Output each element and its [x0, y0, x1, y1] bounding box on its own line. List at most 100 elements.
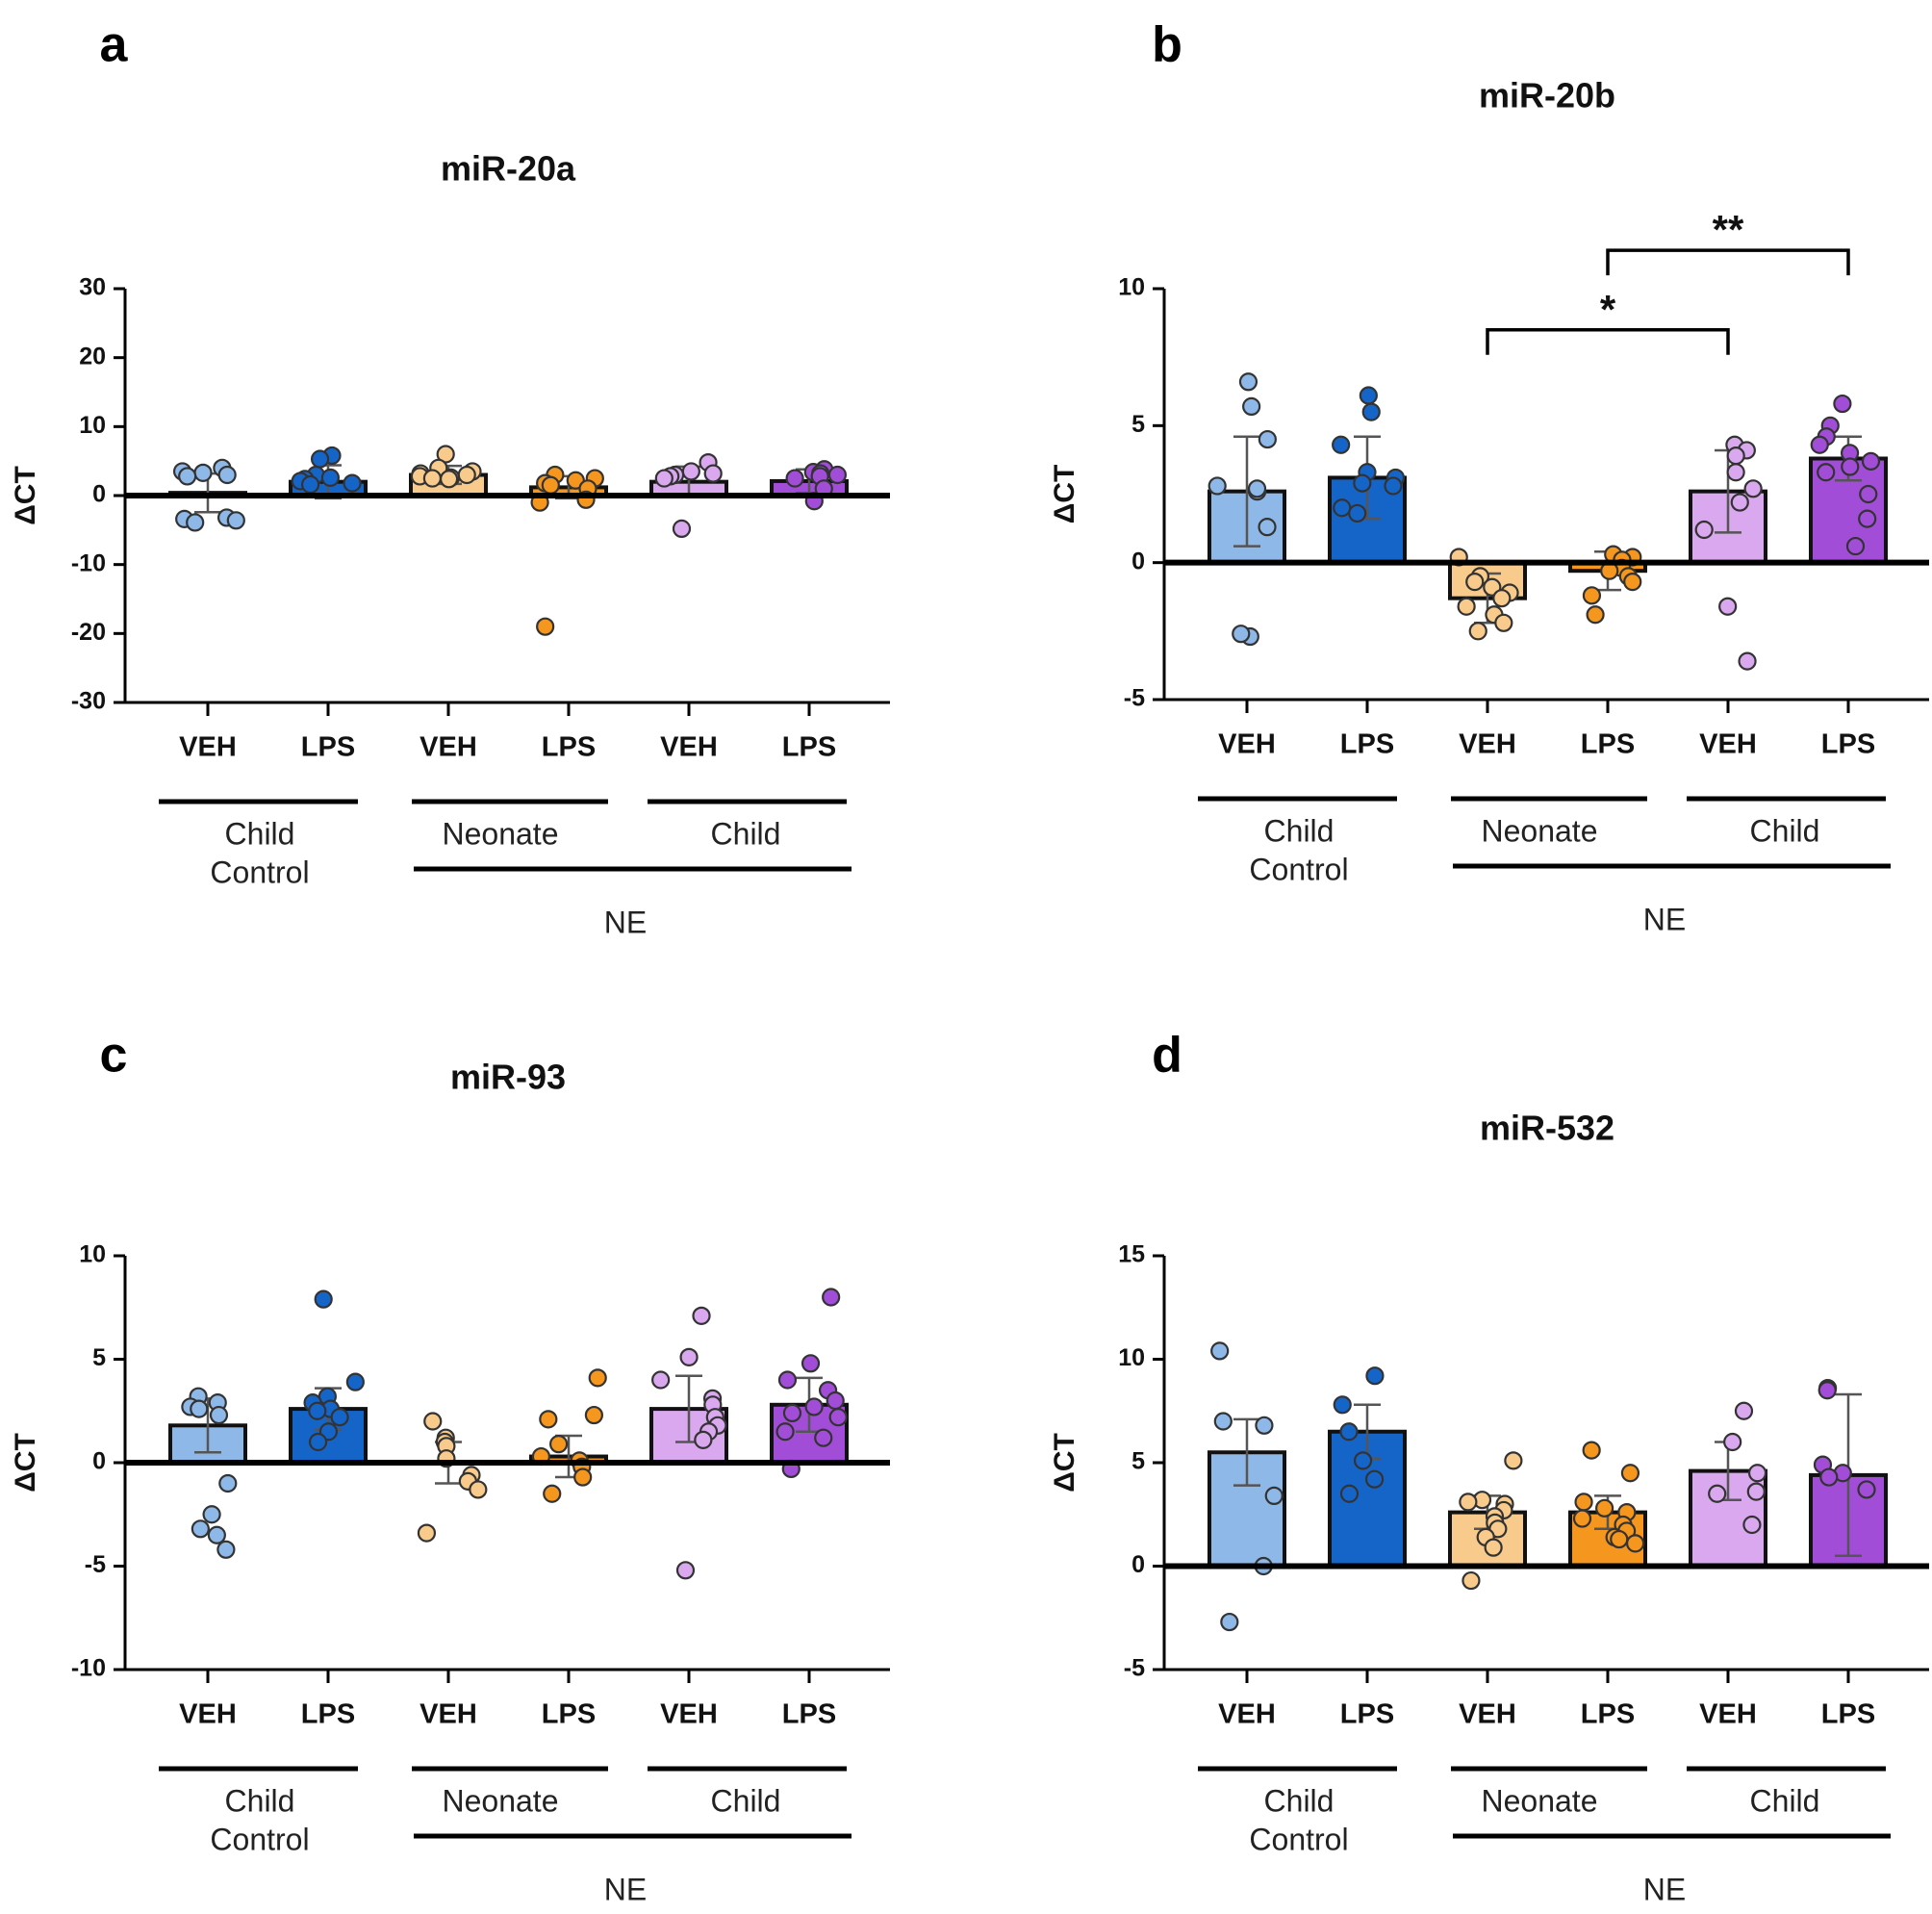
group-label: Neonate	[443, 816, 559, 851]
supergroup-label: NE	[604, 905, 647, 939]
data-point	[1213, 1412, 1233, 1431]
y-tick-label: 0	[1131, 548, 1145, 574]
data-point	[216, 1540, 236, 1559]
data-point	[1258, 429, 1277, 449]
data-point	[1625, 1534, 1645, 1553]
category-label: LPS	[1581, 729, 1635, 760]
y-tick-label: -20	[71, 619, 106, 646]
data-point	[1353, 473, 1372, 493]
data-point	[775, 1422, 795, 1442]
panel-c: c miR-93 ΔCT 10 5 0 -5 -10 VEH LPS VEH LPS VEH LPS Chi…	[0, 962, 966, 1914]
y-tick-label: 20	[79, 343, 106, 370]
category-label: LPS	[782, 732, 836, 763]
group-label: Child	[1264, 813, 1335, 848]
data-point	[1333, 1395, 1352, 1415]
y-tick-label: 0	[92, 481, 106, 508]
significance-label: **	[1713, 207, 1744, 252]
category-label: VEH	[660, 732, 718, 763]
data-point	[1833, 394, 1852, 414]
significance-bracket	[1486, 327, 1730, 355]
data-point	[1858, 509, 1877, 528]
data-point	[828, 1408, 848, 1427]
y-axis-title: ΔCT	[10, 466, 41, 525]
data-point	[178, 467, 197, 486]
group-label: Child	[711, 816, 781, 851]
category-label: LPS	[1340, 1699, 1394, 1730]
chart-title: miR-20a	[441, 149, 576, 189]
data-point	[1457, 597, 1476, 616]
data-point	[1247, 479, 1267, 498]
data-point	[1857, 1480, 1876, 1499]
data-point	[314, 1289, 333, 1309]
data-point	[1819, 1467, 1839, 1487]
data-point	[785, 469, 804, 488]
data-point	[218, 1473, 238, 1493]
data-point	[814, 1428, 833, 1447]
group-label: Child	[1750, 813, 1820, 848]
y-tick-label: -10	[71, 549, 106, 576]
data-point	[1734, 1401, 1754, 1420]
group-label: Child	[711, 1783, 781, 1818]
data-point	[1459, 1493, 1478, 1512]
y-tick-label: 5	[1131, 411, 1145, 438]
data-point	[320, 468, 340, 487]
data-point	[1462, 1570, 1481, 1591]
category-label: LPS	[1821, 729, 1875, 760]
chart-b: b miR-20b ΔCT 10 5 0 -5 VEH LPS VEH LPS VEH LPS Child…	[1049, 17, 1929, 936]
data-point	[423, 1412, 443, 1431]
data-point	[1582, 586, 1602, 605]
data-point	[541, 475, 560, 495]
data-point	[703, 464, 723, 483]
data-point	[679, 1347, 699, 1366]
supergroup-label: NE	[1643, 1872, 1686, 1906]
data-point	[300, 474, 320, 495]
data-point	[209, 1405, 229, 1425]
category-label: LPS	[782, 1699, 836, 1730]
data-point	[417, 1523, 437, 1543]
category-label: LPS	[1581, 1699, 1635, 1730]
data-point	[1743, 479, 1763, 498]
data-point	[801, 1354, 821, 1373]
data-point	[536, 617, 555, 636]
supergroup-label: NE	[604, 1872, 647, 1906]
data-point	[1220, 1612, 1239, 1632]
data-point	[1365, 1366, 1385, 1386]
panel-letter: d	[1152, 1028, 1182, 1084]
category-label: VEH	[419, 732, 477, 763]
data-point	[543, 1484, 562, 1503]
data-point	[827, 465, 847, 485]
y-tick-label: 10	[79, 1241, 106, 1268]
data-point	[1742, 1515, 1762, 1535]
category-label: VEH	[1699, 729, 1757, 760]
data-point	[308, 1401, 327, 1420]
panel-d: d miR-532 ΔCT 15 10 5 0 -5 VEH LPS VEH LPS VEH LPS Chi…	[1039, 962, 1932, 1914]
data-point	[1610, 1529, 1629, 1549]
data-point	[777, 1370, 798, 1390]
chart-a: a miR-20a ΔCT 30 20 10 0 -10 -20 -30 VEH LPS VEH LPS V…	[10, 17, 890, 939]
data-point	[217, 465, 237, 485]
data-point	[1339, 1422, 1359, 1442]
data-point	[1582, 1441, 1601, 1460]
data-point	[1694, 520, 1714, 540]
y-tick-label: -5	[85, 1551, 106, 1578]
y-tick-label: -10	[71, 1655, 106, 1682]
data-point	[190, 1399, 209, 1418]
data-point	[1339, 1484, 1360, 1503]
y-tick-label: 0	[1131, 1551, 1145, 1578]
y-tick-label: 5	[1131, 1448, 1145, 1475]
data-point	[548, 1435, 569, 1454]
data-point	[226, 511, 245, 530]
data-point	[1361, 402, 1381, 421]
data-point	[692, 1306, 711, 1325]
group-label: Control	[1249, 852, 1348, 886]
data-point	[1708, 1484, 1727, 1503]
data-point	[822, 1288, 841, 1307]
y-axis-title: ΔCT	[10, 1433, 41, 1493]
y-tick-label: 30	[79, 274, 106, 301]
category-label: LPS	[542, 1699, 596, 1730]
category-label: VEH	[1459, 1699, 1516, 1730]
y-tick-label: 0	[92, 1448, 106, 1475]
group-label: Neonate	[1482, 1783, 1598, 1818]
group-label: Child	[225, 816, 295, 851]
data-point	[186, 513, 205, 532]
